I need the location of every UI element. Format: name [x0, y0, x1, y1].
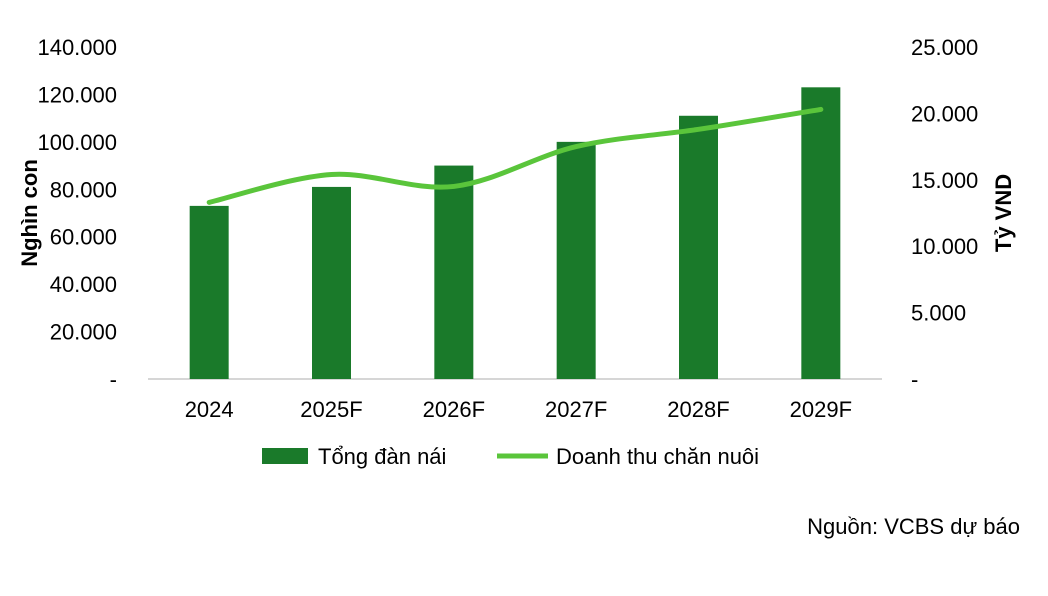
right-tick-label: 15.000	[911, 168, 978, 193]
right-axis-ticks: - 5.000 10.000 15.000 20.000 25.000	[911, 35, 978, 392]
right-tick-label: -	[911, 367, 918, 392]
bars	[189, 87, 841, 380]
left-axis-title: Nghìn con	[17, 159, 42, 267]
bar	[556, 141, 596, 379]
right-tick-label: 10.000	[911, 234, 978, 259]
legend: Tổng đàn nái Doanh thu chăn nuôi	[262, 444, 759, 469]
x-tick-label: 2025F	[300, 397, 362, 422]
left-tick-label: 60.000	[50, 225, 117, 250]
series-line-revenue	[206, 106, 824, 205]
left-tick-label: 120.000	[37, 82, 117, 107]
x-tick-label: 2026F	[423, 397, 485, 422]
right-tick-label: 25.000	[911, 35, 978, 60]
x-tick-label: 2028F	[667, 397, 729, 422]
x-tick-label: 2027F	[545, 397, 607, 422]
left-tick-label: 100.000	[37, 130, 117, 155]
left-tick-label: -	[110, 367, 117, 392]
legend-swatch-bar	[262, 448, 308, 464]
source-note: Nguồn: VCBS dự báo	[807, 514, 1020, 539]
bar	[312, 186, 351, 379]
left-tick-label: 80.000	[50, 177, 117, 202]
x-tick-label: 2029F	[790, 397, 852, 422]
right-tick-label: 5.000	[911, 301, 966, 326]
left-tick-label: 140.000	[37, 35, 117, 60]
x-axis-ticks: 2024 2025F 2026F 2027F 2028F 2029F	[185, 397, 852, 422]
legend-label-bar: Tổng đàn nái	[318, 444, 446, 469]
bar	[189, 205, 229, 379]
left-axis-ticks: - 20.000 40.000 60.000 80.000 100.000 120.000 1…	[37, 35, 117, 392]
bar	[434, 165, 474, 379]
right-axis-title: Tỷ VND	[991, 174, 1016, 252]
left-tick-label: 20.000	[50, 320, 117, 345]
x-tick-label: 2024	[185, 397, 234, 422]
chart: - 20.000 40.000 60.000 80.000 100.000 120.000 1…	[17, 35, 1016, 469]
bar	[679, 115, 718, 380]
bar	[801, 87, 841, 380]
legend-label-line: Doanh thu chăn nuôi	[556, 444, 759, 469]
left-tick-label: 40.000	[50, 272, 117, 297]
right-tick-label: 20.000	[911, 101, 978, 126]
